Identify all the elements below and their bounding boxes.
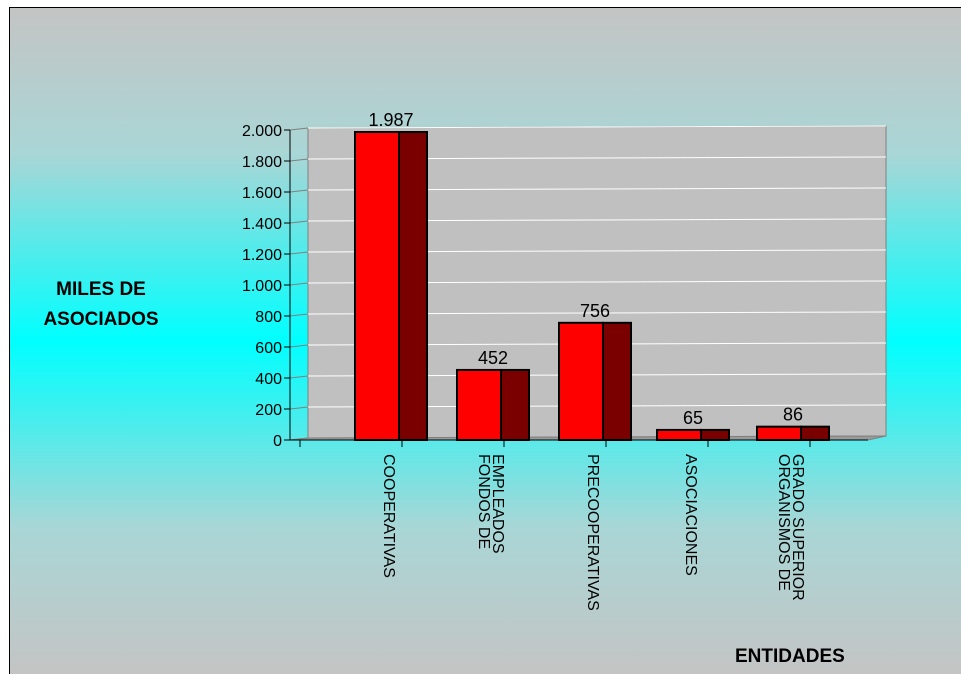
- y-tick-label: 0: [273, 433, 282, 450]
- x-category-label: COOPERATIVAS: [380, 454, 397, 578]
- x-category-label: GRADO SUPERIOR: [789, 454, 806, 601]
- y-tick-label: 800: [255, 309, 282, 326]
- bar-side: [700, 428, 730, 441]
- gridline-depth: [289, 344, 309, 348]
- bar-group: [756, 425, 830, 442]
- data-label: 1.987: [368, 110, 413, 130]
- chart-frame: 0 200 400 600 800 1.000 1.200 1.400 1.600 1.800 2.…: [9, 7, 961, 674]
- gridline: [307, 125, 887, 129]
- bar-group: [656, 428, 730, 441]
- bar-side: [500, 368, 530, 441]
- y-tick-label: 1.000: [242, 278, 282, 295]
- bar: [456, 368, 502, 441]
- data-label: 86: [783, 405, 803, 425]
- gridline-depth: [289, 375, 309, 379]
- y-tick-label: 200: [255, 402, 282, 419]
- data-label: 65: [683, 408, 703, 428]
- y-axis-title: MILES DE ASOCIADOS: [26, 275, 176, 335]
- y-axis-title-line: MILES DE: [56, 279, 146, 300]
- y-tick-label: 1.200: [242, 247, 282, 264]
- gridline-depth: [289, 220, 309, 224]
- y-tick-label: 400: [255, 371, 282, 388]
- gridline-depth: [289, 313, 309, 317]
- gridline-depth: [289, 406, 309, 410]
- bar: [656, 428, 702, 441]
- x-category-label: PRECOOPERATIVAS: [584, 454, 601, 611]
- bar: [354, 131, 400, 441]
- x-category-label: ASOCIACIONES: [682, 454, 699, 576]
- gridline-depth: [289, 127, 309, 131]
- y-tick-label: 1.400: [242, 216, 282, 233]
- bar-group: [354, 131, 428, 441]
- gridline-depth: [289, 282, 309, 286]
- bar-group: [558, 321, 632, 442]
- gridline-depth: [289, 158, 309, 162]
- y-tick-label: 1.800: [242, 154, 282, 171]
- bar: [756, 425, 802, 442]
- x-category-label: EMPLEADOS: [489, 454, 506, 554]
- bar-chart: 0 200 400 600 800 1.000 1.200 1.400 1.600 1.800 2.…: [242, 110, 887, 611]
- gridline-depth: [289, 251, 309, 255]
- y-tick-label: 600: [255, 340, 282, 357]
- data-label: 452: [478, 348, 508, 368]
- bar-side: [602, 321, 632, 442]
- y-axis-title-line: ASOCIADOS: [43, 309, 159, 330]
- bar: [558, 321, 604, 442]
- bar-side: [398, 131, 428, 441]
- y-tick-label: 1.600: [242, 185, 282, 202]
- bar-group: [456, 368, 530, 441]
- y-tick-label: 2.000: [242, 123, 282, 140]
- x-category-label: ORGANISMOS DE: [775, 454, 792, 591]
- bar-side: [800, 425, 830, 442]
- data-label: 756: [580, 301, 610, 321]
- gridline-depth: [289, 189, 309, 193]
- x-category-label: FONDOS DE: [475, 454, 492, 549]
- x-axis-title: ENTIDADES: [735, 646, 845, 667]
